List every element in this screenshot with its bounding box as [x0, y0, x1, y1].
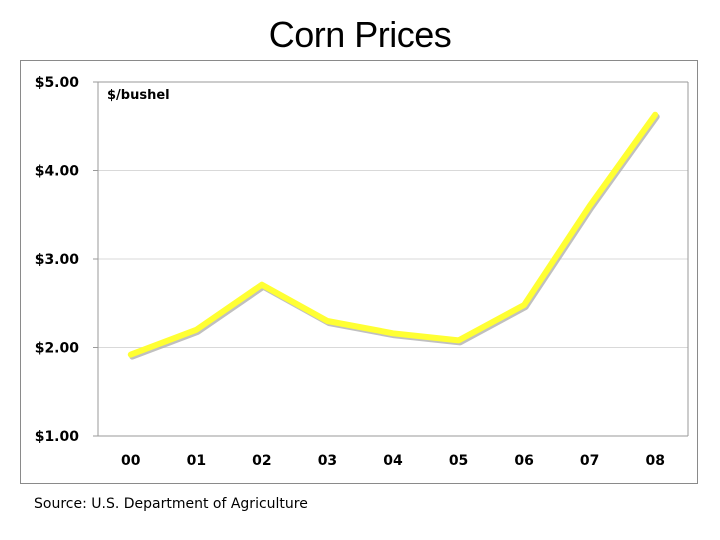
x-tick-label: 06: [514, 453, 533, 469]
x-tick-label: 08: [645, 453, 664, 469]
y-tick-label: $3.00: [35, 252, 80, 268]
chart-frame: [20, 60, 698, 484]
y-tick-label: $2.00: [35, 341, 80, 357]
x-tick-label: 07: [580, 453, 599, 469]
gridlines: [98, 170, 688, 348]
chart-title: Corn Prices: [268, 14, 452, 55]
x-tick-label: 05: [449, 453, 468, 469]
y-tick-label: $1.00: [35, 429, 80, 445]
x-tick-labels: 00 01 02 03 04 05 06 07 08: [121, 453, 665, 469]
y-tick-label: $4.00: [35, 164, 80, 180]
x-tick-label: 01: [187, 453, 206, 469]
y-tick-labels: $1.00 $2.00 $3.00 $4.00 $5.00: [35, 75, 98, 445]
y-tick-label: $5.00: [35, 75, 80, 91]
unit-label: $/bushel: [107, 88, 170, 103]
series-line: [127, 111, 659, 358]
x-tick-label: 00: [121, 453, 141, 469]
series-corn-price: [127, 111, 660, 360]
x-tick-label: 03: [318, 453, 337, 469]
source-note: Source: U.S. Department of Agriculture: [34, 496, 308, 512]
x-tick-label: 04: [383, 453, 403, 469]
x-tick-label: 02: [252, 453, 271, 469]
